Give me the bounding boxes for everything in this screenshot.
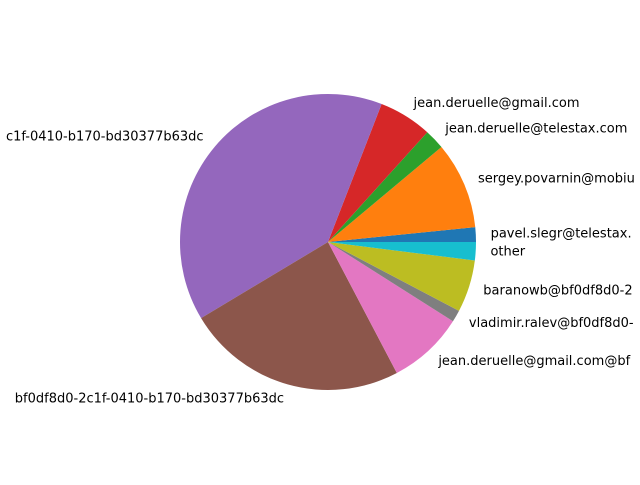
pie-slice-label-4: c1f-0410-b170-bd30377b63dc (6, 130, 204, 145)
pie-slice-5 (201, 242, 397, 390)
pie-slice-label-1: sergey.povarnin@mobiu (478, 171, 635, 186)
pie-slice-8 (328, 242, 475, 311)
pie-slices (179, 93, 476, 390)
pie-slice-label-9: other (490, 245, 525, 260)
pie-slice-label-5: bf0df8d0-2c1f-0410-b170-bd30377b63dc (15, 391, 284, 406)
pie-slice-7 (328, 242, 460, 322)
pie-slice-1 (328, 146, 476, 242)
pie-slice-9 (328, 242, 476, 261)
pie-slice-0 (328, 227, 476, 242)
pie-labels: pavel.slegr@telestax. sergey.povarnin@mob… (6, 96, 635, 406)
pie-slice-label-7: vladimir.ralev@bf0df8d0- (469, 316, 634, 331)
pie-slice-2 (328, 132, 442, 242)
pie-slice-4 (179, 93, 382, 319)
pie-slice-label-6: jean.deruelle@gmail.com@bf (437, 354, 630, 369)
pie-slice-label-2: jean.deruelle@telestax.com (444, 122, 627, 137)
pie-slice-label-8: baranowb@bf0df8d0-2 (483, 283, 632, 298)
pie-slice-label-3: jean.deruelle@gmail.com (413, 96, 580, 111)
pie-slice-6 (328, 242, 453, 374)
pie-slice-3 (328, 104, 428, 242)
pie-slice-label-0: pavel.slegr@telestax. (491, 226, 632, 241)
